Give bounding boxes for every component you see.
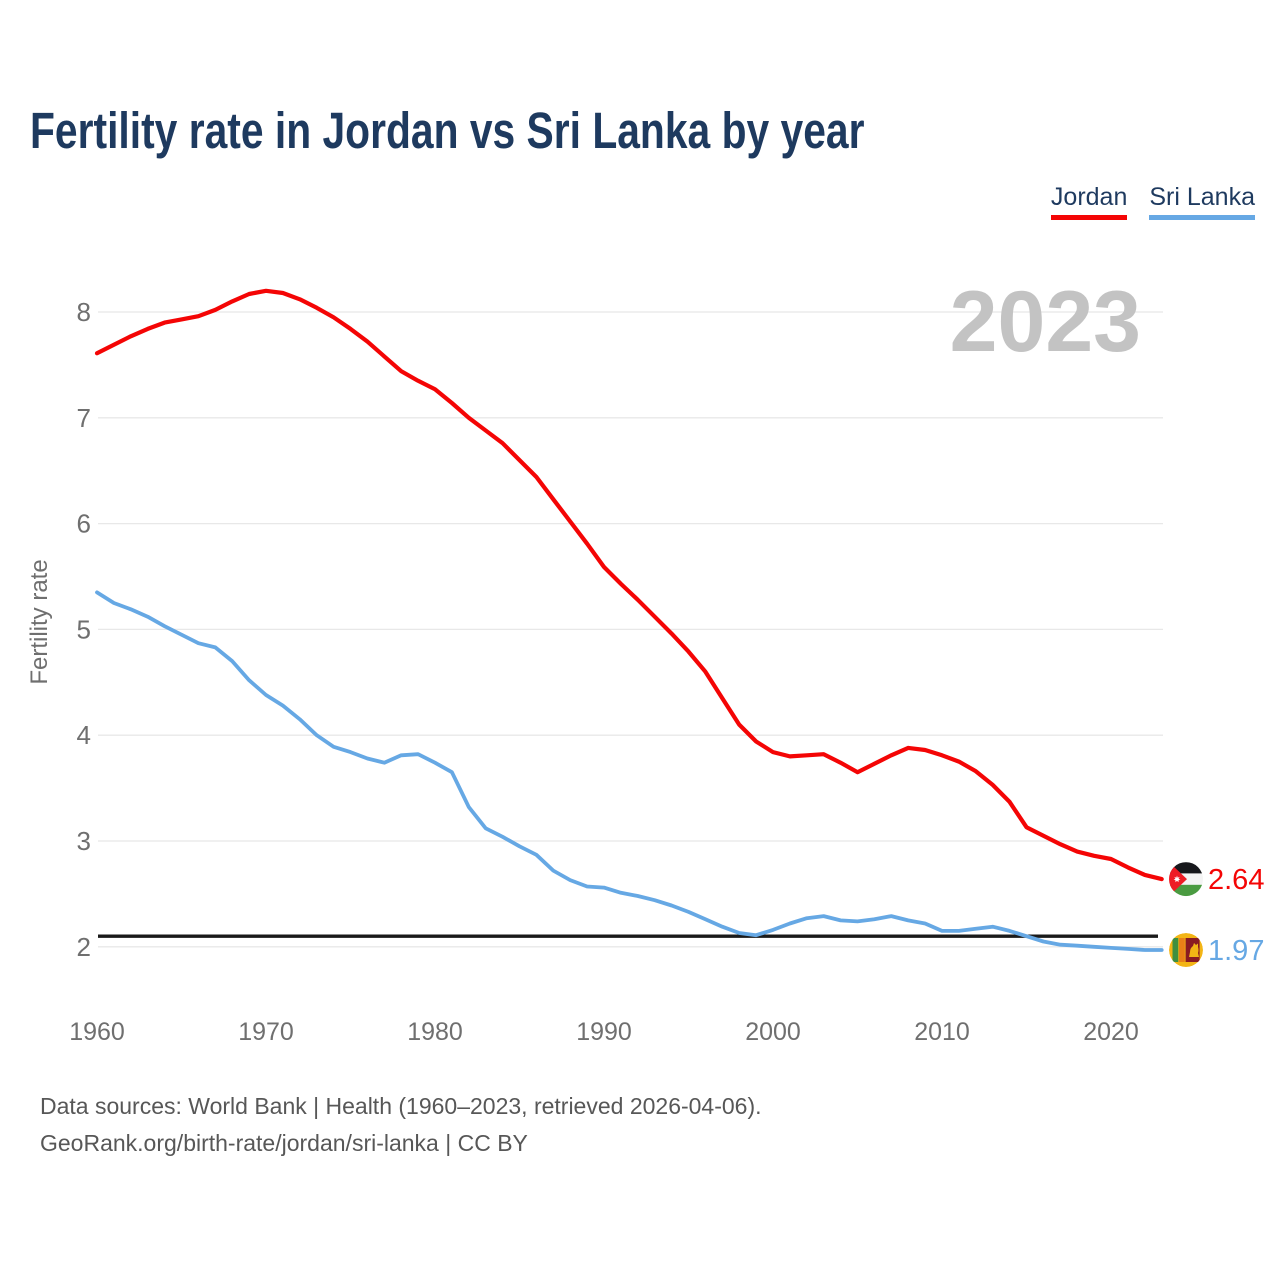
jordan-line[interactable]: [94, 288, 1164, 882]
x-tick-label: 2020: [1083, 1018, 1139, 1046]
footer-link-line: GeoRank.org/birth-rate/jordan/sri-lanka …: [40, 1130, 528, 1156]
y-tick-label: 4: [77, 720, 91, 750]
sri-lanka-flag-icon: [1169, 933, 1203, 967]
y-tick-label: 3: [77, 826, 91, 856]
jordan-end-value: 2.64: [1208, 864, 1264, 896]
sri-lanka-line[interactable]: [95, 590, 1164, 952]
footer: Data sources: World Bank | Health (1960–…: [40, 1088, 762, 1162]
jordan-flag-icon: [1169, 862, 1203, 897]
y-tick-labels: 2 3 4 5 6 7 8: [77, 297, 91, 962]
x-tick-labels: 1960 1970 1980 1990 2000 2010 2020: [69, 1018, 1139, 1046]
legend-item-sri-lanka[interactable]: Sri Lanka: [1149, 183, 1255, 220]
x-tick-label: 1960: [69, 1018, 125, 1046]
footer-source-line: Data sources: World Bank | Health (1960–…: [40, 1093, 762, 1119]
legend-label-sri-lanka: Sri Lanka: [1149, 183, 1255, 211]
legend-color-bar-sri-lanka: [1149, 215, 1255, 220]
gridlines: [98, 311, 1163, 948]
y-tick-label: 6: [77, 509, 91, 539]
x-tick-label: 1980: [407, 1018, 463, 1046]
legend-item-jordan[interactable]: Jordan: [1050, 183, 1128, 220]
x-tick-label: 1970: [238, 1018, 294, 1046]
sri-lanka-end-value: 1.97: [1208, 935, 1264, 967]
x-tick-label: 1990: [576, 1018, 632, 1046]
y-tick-label: 2: [77, 932, 91, 962]
y-tick-label: 8: [77, 297, 91, 327]
y-tick-label: 7: [77, 403, 91, 433]
watermark-year: 2023: [950, 274, 1141, 370]
legend: Jordan Sri Lanka: [1050, 183, 1255, 220]
x-tick-label: 2000: [745, 1018, 801, 1046]
legend-color-bar-jordan: [1050, 215, 1128, 220]
y-axis-title: Fertility rate: [26, 559, 53, 684]
page-title: Fertility rate in Jordan vs Sri Lanka by…: [30, 102, 865, 159]
x-tick-label: 2010: [914, 1018, 970, 1046]
legend-label-jordan: Jordan: [1050, 183, 1128, 211]
y-tick-label: 5: [77, 614, 91, 644]
